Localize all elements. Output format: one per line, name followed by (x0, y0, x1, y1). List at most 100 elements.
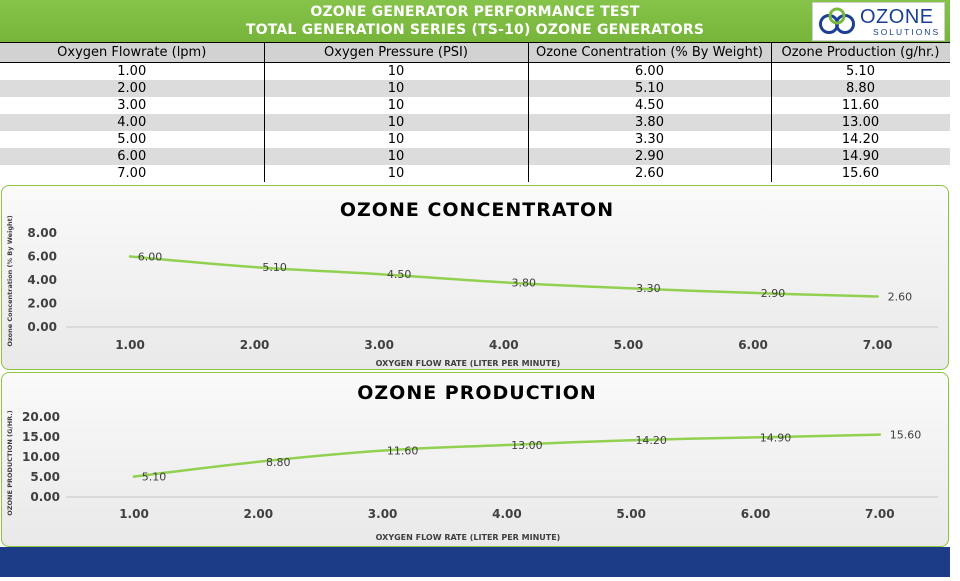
data-label: 2.90 (761, 287, 786, 300)
y-tick-label: 6.00 (27, 250, 57, 264)
x-tick-label: 1.00 (119, 507, 149, 521)
table-cell: 4.00 (0, 114, 265, 131)
y-tick-label: 0.00 (27, 320, 57, 334)
table-cell: 2.90 (527, 148, 772, 165)
table-row: 1.00 10 6.00 5.10 (0, 62, 951, 80)
y-tick-label: 10.00 (22, 450, 60, 464)
data-label: 5.10 (262, 261, 287, 274)
table-row: 4.00 10 3.80 13.00 (0, 114, 951, 131)
production-chart-panel: OZONE PRODUCTION 0.00 5.00 10.00 15.00 20.00 1… (1, 372, 949, 547)
table-cell: 6.00 (527, 62, 772, 80)
report-subtitle: TOTAL GENERATION SERIES (TS-10) OZONE GE… (245, 22, 705, 38)
x-tick-label: 7.00 (865, 507, 895, 521)
table-row: 6.00 10 2.90 14.90 (0, 148, 951, 165)
x-tick-label: 1.00 (115, 338, 145, 352)
data-label: 15.60 (890, 429, 922, 442)
table-cell: 2.60 (527, 165, 772, 182)
data-point (257, 460, 260, 463)
chart-title: OZONE CONCENTRATON (340, 199, 614, 221)
y-axis-title: OZONE PRODUCTION (G/HR.) (6, 410, 14, 515)
data-point (378, 272, 381, 276)
table-cell: 10 (263, 114, 529, 131)
x-tick-label: 2.00 (243, 507, 273, 521)
company-logo: OZONE SOLUTIONS (812, 2, 945, 41)
x-tick-label: 4.00 (492, 507, 522, 521)
logo-subword: SOLUTIONS (873, 27, 941, 37)
concentration-chart-panel: OZONE CONCENTRATON 0.00 2.00 4.00 6.00 8.00 1.… (1, 185, 949, 370)
data-label: 6.00 (138, 251, 163, 264)
data-point (754, 436, 757, 439)
table-row: 7.00 10 2.60 15.60 (0, 165, 951, 182)
table-cell: 10 (263, 131, 529, 148)
data-point (128, 255, 132, 258)
table-cell: 6.00 (0, 148, 265, 165)
data-label: 3.80 (512, 276, 537, 289)
table-cell: 4.50 (527, 97, 772, 114)
x-axis-title: OXYGEN FLOW RATE (LITER PER MINUTE) (376, 533, 561, 542)
data-label: 14.90 (760, 431, 792, 444)
data-point (505, 443, 509, 447)
data-label: 11.60 (387, 445, 419, 458)
column-header: Oxygen Pressure (PSI) (263, 42, 529, 63)
table-row: 2.00 10 5.10 8.80 (0, 80, 951, 97)
table-cell: 3.00 (0, 97, 265, 114)
data-point (502, 281, 505, 284)
x-tick-label: 7.00 (863, 338, 893, 352)
logo-word: OZONE (860, 6, 934, 28)
footer-bar (0, 547, 950, 577)
table-cell: 3.30 (527, 131, 772, 148)
table-cell: 7.00 (0, 165, 265, 182)
table-cell: 1.00 (0, 62, 265, 80)
table-cell: 5.00 (0, 131, 265, 148)
data-point (630, 439, 633, 442)
column-header: Ozone Conentration (% By Weight) (527, 42, 772, 63)
y-tick-label: 2.00 (27, 297, 57, 311)
table-cell: 10 (263, 97, 529, 114)
table-cell: 5.10 (770, 62, 951, 80)
table-cell: 15.60 (770, 165, 951, 182)
table-cell: 14.20 (770, 131, 951, 148)
data-point (381, 449, 384, 452)
table-cell: 10 (263, 148, 529, 165)
data-label: 3.30 (636, 282, 661, 295)
x-tick-label: 3.00 (364, 338, 394, 352)
data-label: 5.10 (142, 471, 167, 484)
x-tick-label: 6.00 (738, 338, 768, 352)
data-point (627, 287, 630, 290)
table-header-row: Oxygen Flowrate (lpm) Oxygen Pressure (P… (0, 42, 951, 63)
report-title: OZONE GENERATOR PERFORMANCE TEST (310, 4, 640, 20)
data-point (253, 265, 256, 269)
table-cell: 3.80 (527, 114, 772, 131)
y-tick-label: 20.00 (22, 410, 60, 424)
chart-title: OZONE PRODUCTION (357, 382, 597, 404)
column-header: Oxygen Flowrate (lpm) (0, 42, 265, 63)
data-label: 4.50 (387, 268, 412, 281)
table-cell: 5.10 (527, 80, 772, 97)
y-tick-label: 0.00 (30, 490, 60, 504)
table-cell: 11.60 (770, 97, 951, 114)
concentration-chart: OZONE CONCENTRATON 0.00 2.00 4.00 6.00 8.00 1.… (6, 199, 938, 368)
data-point (878, 433, 881, 436)
table-cell: 10 (263, 80, 529, 97)
table-cell: 8.80 (770, 80, 951, 97)
table-cell: 13.00 (770, 114, 951, 131)
x-tick-label: 5.00 (614, 338, 644, 352)
data-label: 2.60 (888, 290, 913, 303)
x-tick-label: 3.00 (368, 507, 398, 521)
y-tick-label: 15.00 (22, 430, 60, 444)
column-header: Ozone Production (g/hr.) (770, 42, 951, 63)
x-tick-label: 5.00 (616, 507, 646, 521)
x-tick-label: 6.00 (741, 507, 771, 521)
y-axis-title: Ozone Concentration (% By Weight) (6, 215, 14, 346)
y-tick-label: 8.00 (27, 226, 57, 240)
data-point (876, 295, 879, 298)
performance-table: Oxygen Flowrate (lpm) Oxygen Pressure (P… (0, 42, 951, 182)
x-axis-title: OXYGEN FLOW RATE (LITER PER MINUTE) (376, 359, 561, 368)
y-tick-label: 5.00 (30, 470, 60, 484)
table-cell: 10 (263, 165, 529, 182)
table-cell: 10 (263, 62, 529, 80)
production-chart: OZONE PRODUCTION 0.00 5.00 10.00 15.00 20.00 1… (6, 382, 938, 542)
report-header: OZONE GENERATOR PERFORMANCE TEST TOTAL G… (0, 0, 950, 42)
table-cell: 14.90 (770, 148, 951, 165)
ozone-rings-icon (819, 7, 855, 34)
